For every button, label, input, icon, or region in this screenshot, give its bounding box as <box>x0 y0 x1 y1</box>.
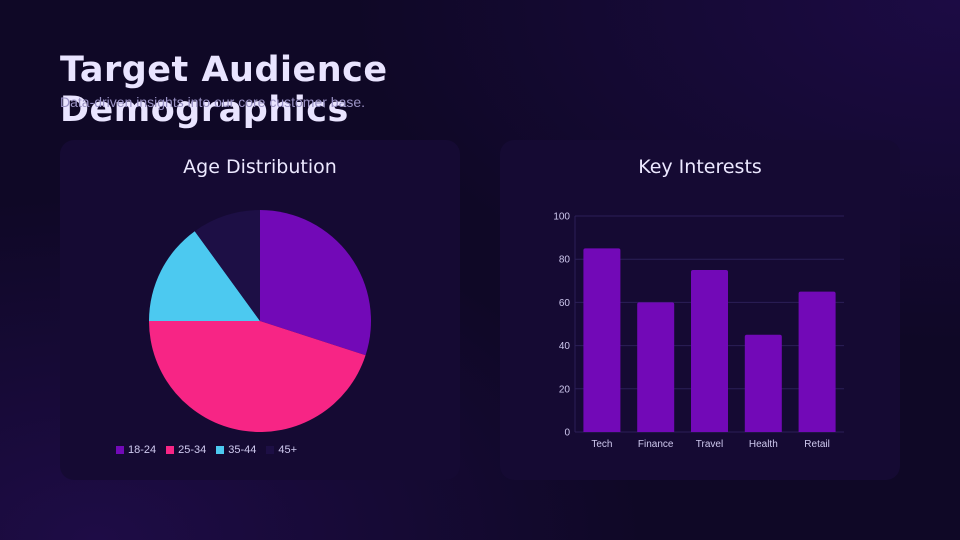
x-tick-label: Finance <box>638 439 674 450</box>
y-tick-label: 80 <box>559 255 571 266</box>
legend-swatch <box>166 446 175 454</box>
legend-label: 18-24 <box>128 444 157 456</box>
pie-slice-45+ <box>194 210 260 321</box>
legend-swatch <box>116 446 124 454</box>
legend-label: 35-44 <box>228 444 257 456</box>
y-tick-label: 0 <box>564 428 570 439</box>
x-tick-label: Health <box>749 439 778 450</box>
bar-Finance <box>637 302 675 432</box>
bar-Travel <box>691 270 728 432</box>
age-distribution-card: Age Distribution 18-24 25-34 35-44 45+ <box>60 140 460 480</box>
bar-Health <box>744 334 782 432</box>
y-tick-label: 100 <box>553 212 570 223</box>
legend-label: 45+ <box>278 444 298 456</box>
y-tick-label: 40 <box>559 341 571 352</box>
x-tick-label: Tech <box>591 439 612 450</box>
bar-chart-title: Key Interests <box>638 156 762 178</box>
x-tick-label: Travel <box>696 439 723 450</box>
pie-slice-25-34 <box>149 321 366 432</box>
interests-bar-chart: 0 20 40 60 80 100 Tech Finance Travel Health Retai… <box>553 212 844 450</box>
age-pie-chart <box>149 210 371 432</box>
page-subtitle: Data-driven insights into our core custo… <box>60 94 366 110</box>
legend-item-45+: 45+ <box>266 444 297 456</box>
pie-chart-title: Age Distribution <box>183 156 337 178</box>
legend-label: 25-34 <box>178 444 207 456</box>
y-tick-label: 20 <box>559 384 571 395</box>
legend-swatch <box>266 446 275 454</box>
legend-item-35-44: 35-44 <box>216 444 256 456</box>
legend-item-25-34: 25-34 <box>166 444 206 456</box>
bar-Retail <box>798 291 836 432</box>
page-title: Target Audience Demographics <box>60 50 388 130</box>
bar-Tech <box>583 248 621 432</box>
pie-legend: 18-24 25-34 35-44 45+ <box>116 444 297 456</box>
y-tick-label: 60 <box>559 298 571 309</box>
legend-swatch <box>216 446 225 454</box>
x-tick-label: Retail <box>804 439 830 450</box>
pie-slice-35-44 <box>149 231 260 321</box>
key-interests-card: Key Interests 0 20 40 60 80 100 Tech Finance Tra… <box>500 140 900 480</box>
legend-item-18-24: 18-24 <box>116 444 156 456</box>
pie-slice-18-24 <box>260 210 371 356</box>
